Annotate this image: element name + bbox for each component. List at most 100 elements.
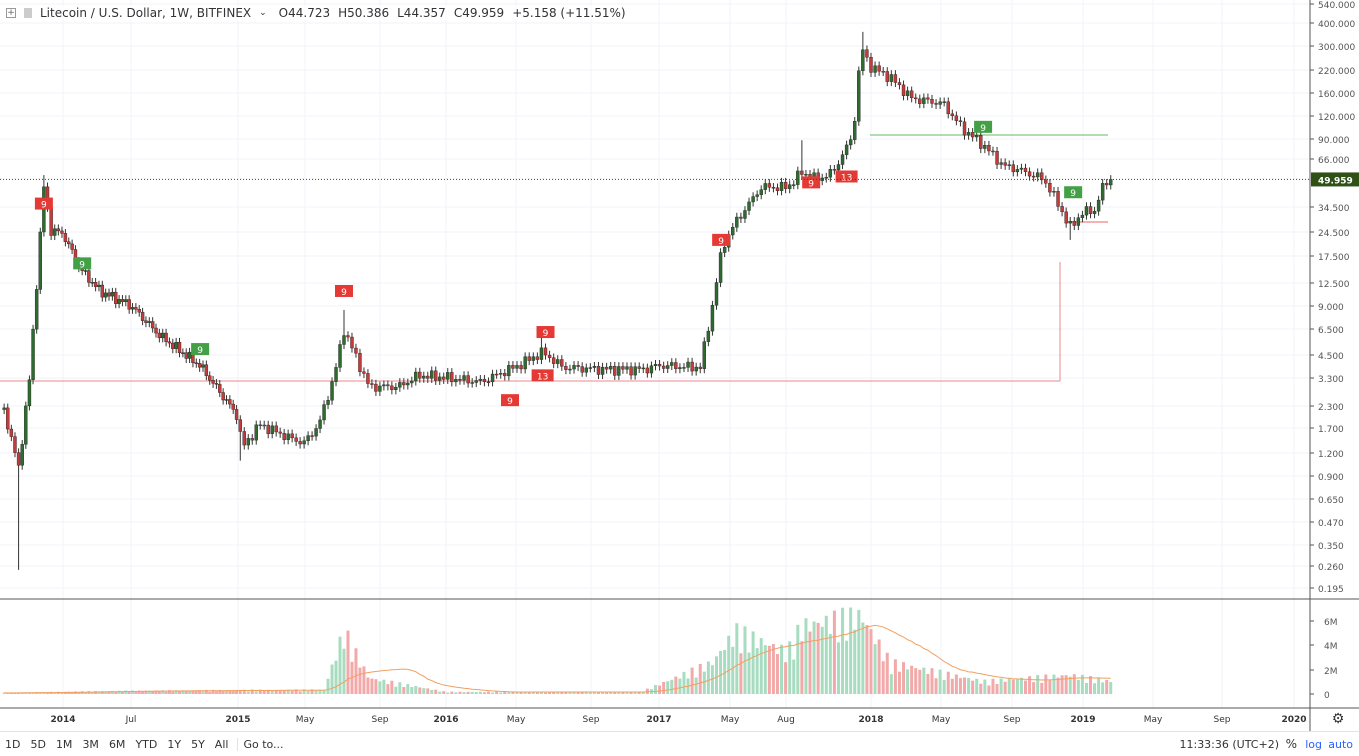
range-6m[interactable]: 6M <box>108 737 126 751</box>
volume-bar <box>114 691 118 694</box>
volume-bar <box>302 689 306 694</box>
volume-bar <box>211 689 215 694</box>
candle-body <box>2 407 6 410</box>
symbol-title[interactable]: Litecoin / U.S. Dollar, 1W, BITFINEX <box>40 6 252 20</box>
volume-bar <box>254 691 258 694</box>
volume-bar <box>670 679 674 694</box>
volume-bar <box>576 691 580 694</box>
volume-bar <box>495 691 499 694</box>
range-1d[interactable]: 1D <box>5 737 21 751</box>
percent-toggle[interactable]: % <box>1285 737 1297 751</box>
volume-bar <box>946 671 950 694</box>
chevron-down-icon[interactable]: ⌄ <box>259 8 267 18</box>
volume-bar <box>214 691 218 694</box>
y-tick-label: 0.350 <box>1318 542 1344 552</box>
volume-bar <box>654 685 658 694</box>
range-1y[interactable]: 1Y <box>167 737 182 751</box>
volume-bar <box>971 680 975 694</box>
y-tick-label: 12.500 <box>1318 280 1350 290</box>
volume-bar <box>274 690 278 694</box>
candle-body <box>450 372 454 383</box>
goto-button[interactable]: Go to... <box>237 737 288 751</box>
volume-bar <box>678 678 682 694</box>
volume-bar <box>442 691 446 694</box>
candle-body <box>1027 171 1032 177</box>
volume-bar <box>560 692 564 694</box>
volume-bar <box>958 678 962 694</box>
candle-body <box>527 356 531 361</box>
candle-body <box>24 405 28 445</box>
range-3m[interactable]: 3M <box>82 737 99 751</box>
candle-body <box>869 57 873 73</box>
signal-label: 9 <box>41 201 47 211</box>
gear-icon[interactable]: ⚙ <box>1332 711 1345 727</box>
volume-bar <box>167 690 171 694</box>
candle-body <box>124 299 128 302</box>
range-all[interactable]: All <box>214 737 229 751</box>
log-toggle[interactable]: log <box>1305 737 1322 751</box>
volume-bar <box>865 625 869 694</box>
candle-body <box>167 341 172 344</box>
candle-body <box>991 150 995 153</box>
y-tick-label: 66.000 <box>1318 156 1350 166</box>
volume-bar <box>715 656 719 694</box>
range-1m[interactable]: 1M <box>55 737 73 751</box>
volume-bar <box>983 679 987 694</box>
volume-bar <box>963 677 967 694</box>
volume-bar <box>154 690 158 694</box>
volume-bar <box>478 691 482 694</box>
candle-body <box>97 284 101 287</box>
candle-body <box>1105 183 1109 186</box>
auto-toggle[interactable]: auto <box>1328 737 1353 751</box>
volume-bar <box>1097 677 1101 694</box>
candle-body <box>204 364 209 376</box>
change-value: +5.158 (+11.51%) <box>512 6 626 20</box>
volume-bar <box>527 692 531 694</box>
candle-body <box>63 233 68 242</box>
candle-body <box>877 65 881 72</box>
range-5d[interactable]: 5D <box>30 737 46 751</box>
candle-body <box>543 347 548 356</box>
candle-body <box>800 170 804 175</box>
candle-body <box>1056 191 1060 207</box>
candle-body <box>686 361 690 368</box>
candle-body <box>370 383 374 385</box>
candle-body <box>201 364 205 368</box>
candle-body <box>621 366 625 370</box>
volume-bar <box>1084 682 1088 694</box>
collapse-legend-icon[interactable]: + <box>6 8 16 18</box>
volume-tick-label: 2M <box>1324 667 1338 677</box>
candle-body <box>181 352 185 354</box>
candle-body <box>706 330 711 342</box>
candle-body <box>515 365 519 369</box>
volume-bar <box>117 690 121 694</box>
candle-body <box>783 181 788 189</box>
candle-body <box>294 437 298 442</box>
high-value: H50.386 <box>338 6 390 20</box>
candle-body <box>556 359 560 364</box>
volume-bar <box>491 692 495 694</box>
volume-bar <box>804 618 808 694</box>
signal-label: 9 <box>543 329 549 339</box>
volume-bar <box>910 665 914 694</box>
volume-bar <box>235 689 239 694</box>
volume-bar <box>950 678 954 694</box>
volume-bar <box>613 692 617 694</box>
volume-bar <box>792 659 796 694</box>
volume-bar <box>918 669 922 694</box>
candle-body <box>342 335 346 345</box>
price-chart[interactable]: 540.000 400.000 300.000 220.000 160.000 120.0… <box>0 0 1359 731</box>
range-5y[interactable]: 5Y <box>191 737 205 751</box>
candle-body <box>865 49 869 58</box>
candle-body <box>946 101 950 115</box>
candle-body <box>1044 179 1048 184</box>
volume-ma-line <box>4 624 1111 694</box>
volume-bar <box>1048 680 1052 694</box>
range-ytd[interactable]: YTD <box>135 737 158 751</box>
volume-bar <box>934 678 938 694</box>
volume-bar <box>330 664 334 694</box>
candle-body <box>60 230 64 234</box>
candle-body <box>282 433 286 440</box>
x-tick-label: May <box>507 715 526 725</box>
candle-body <box>674 362 678 369</box>
